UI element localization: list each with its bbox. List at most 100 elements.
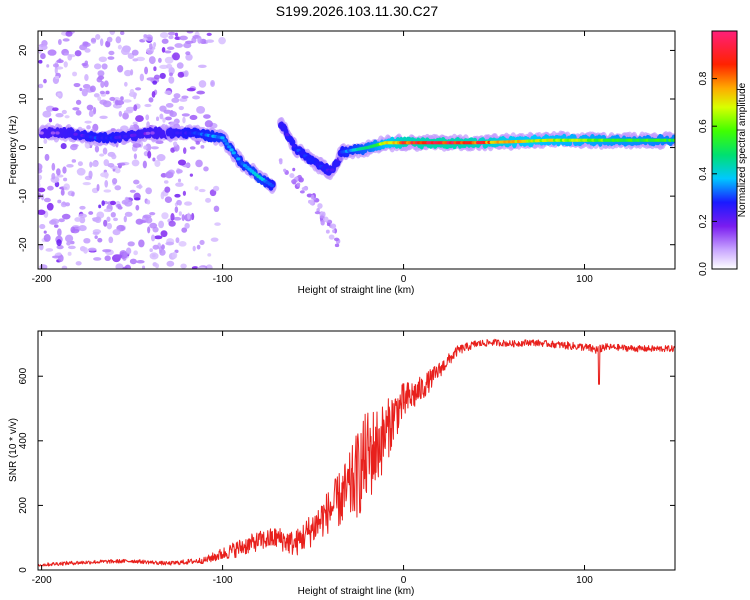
spectrogram-speckle	[194, 186, 199, 191]
figure-title: S199.2026.103.11.30.C27	[276, 3, 439, 19]
spectrogram-speckle	[63, 183, 70, 191]
spectrogram-speckle	[91, 161, 99, 167]
spectrogram-speckle	[149, 211, 156, 216]
spectrogram-speckle	[103, 159, 110, 167]
spectrogram-speckle	[83, 237, 91, 244]
colorbar-tick-label: 0.0	[698, 262, 709, 276]
spectrogram-speckle	[66, 163, 74, 168]
spectrogram-speckle	[163, 180, 169, 184]
spectrogram-speckle	[112, 229, 121, 236]
spectrogram-speckle	[109, 31, 116, 35]
spectrogram-speckle	[100, 80, 105, 88]
spectrogram-speckle	[64, 234, 74, 243]
spectrogram-speckle	[196, 244, 201, 250]
spectrogram-speckle	[47, 49, 57, 56]
spectrogram-speckle	[120, 31, 125, 36]
spectrogram-speckle	[169, 111, 177, 118]
spectrogram-speckle	[153, 66, 157, 72]
spectrogram-speckle	[161, 38, 169, 44]
spectrogram-speckle	[93, 93, 100, 98]
spectrogram-ridge-core	[233, 154, 239, 158]
spectrogram-speckle	[38, 167, 43, 174]
spectrogram-speckle	[62, 166, 67, 174]
spectrogram-speckle	[192, 95, 201, 100]
spectrogram-speckle	[72, 71, 78, 77]
spectrogram-speckle	[48, 118, 53, 123]
colorbar-gradient	[712, 31, 737, 269]
spectrogram-speckle	[152, 157, 156, 162]
spectrogram-speckle	[184, 40, 194, 44]
spectrogram-speckle	[67, 251, 72, 256]
spectrogram-ridge-core	[50, 131, 56, 135]
spectrogram-speckle	[152, 80, 158, 85]
spectrogram-speckle	[65, 31, 73, 37]
spectrogram-speckle	[177, 71, 185, 78]
spectrogram-speckle	[71, 143, 79, 148]
spectrogram-speckle	[63, 52, 70, 56]
spectrogram-speckle	[115, 36, 122, 44]
spectrogram-speckle	[218, 36, 226, 45]
spectrogram-speckle	[195, 159, 203, 168]
spectrogram-speckle	[51, 162, 56, 171]
spectrogram-speckle	[185, 51, 191, 56]
spectrogram-speckle	[138, 239, 145, 248]
spectrogram-speckle	[155, 116, 160, 122]
spectrogram-speckle	[204, 120, 213, 128]
spectrogram-x-axis: -200 -100 0 100	[32, 31, 593, 285]
spectrogram-speckle	[43, 78, 47, 84]
spectrogram-speckle	[99, 90, 106, 95]
spectrogram-speckle	[178, 106, 184, 111]
spectrogram-speckle	[142, 37, 148, 41]
snr-y-axis-title: SNR (10 * v/v)	[8, 418, 19, 482]
spectrogram-speckle	[57, 92, 61, 97]
spectrogram-speckle	[161, 212, 169, 220]
spectrogram-speckle	[83, 247, 88, 254]
spectrogram-ridge-core	[236, 157, 241, 161]
spectrogram-speckle	[163, 109, 172, 114]
spectrogram-speckle	[131, 49, 139, 56]
spectrogram-ridge-core	[291, 144, 297, 148]
spectrogram-x-tick-label: 0	[401, 274, 407, 285]
spectrogram-speckle	[91, 217, 101, 221]
spectrogram-speckle	[103, 219, 108, 227]
spectrogram-y-tick-label: 10	[18, 93, 29, 105]
spectrogram-speckle	[164, 196, 173, 204]
snr-panel: -200 -100 0 100 0 200 400 600 Height of straig…	[8, 330, 676, 597]
spectrogram-x-axis-title: Height of straight line (km)	[298, 285, 415, 296]
spectrogram-streak-blob	[310, 194, 315, 200]
spectrogram-speckle	[154, 235, 163, 240]
spectrogram-speckle	[196, 105, 206, 114]
spectrogram-speckle	[174, 206, 179, 214]
spectrogram-speckle	[76, 167, 86, 176]
spectrogram-speckle	[89, 161, 93, 168]
spectrogram-ridge-core	[123, 134, 128, 138]
spectrogram-y-tick-label: -10	[18, 188, 29, 203]
spectrogram-streak-blob	[326, 222, 331, 227]
spectrogram-speckle	[129, 258, 137, 265]
spectrogram-speckle	[150, 146, 159, 150]
spectrogram-speckle	[155, 140, 164, 145]
spectrogram-speckle	[79, 205, 86, 210]
spectrogram-streak-blob	[333, 237, 340, 242]
spectrogram-speckle	[151, 91, 156, 98]
spectrogram-speckle	[175, 32, 179, 37]
spectrogram-speckle	[146, 199, 151, 205]
spectrogram-speckle	[135, 204, 140, 211]
spectrogram-speckle	[136, 56, 146, 62]
spectrogram-speckle	[124, 264, 131, 269]
spectrogram-ridge-core	[229, 148, 234, 152]
spectrogram-speckle	[161, 47, 166, 53]
snr-y-axis: 0 200 400 600	[18, 367, 675, 573]
spectrogram-streak-blob	[332, 229, 336, 233]
spectrogram-speckle	[105, 90, 110, 95]
spectrogram-speckle	[143, 145, 148, 150]
spectrogram-speckle	[108, 236, 114, 244]
spectrogram-speckle	[181, 95, 189, 99]
spectrogram-streak-blob	[314, 211, 321, 215]
spectrogram-speckle	[67, 53, 73, 61]
spectrogram-speckle	[186, 31, 194, 34]
spectrogram-speckle	[187, 212, 191, 220]
spectrogram-speckle	[133, 153, 137, 160]
spectrogram-speckle	[197, 64, 207, 69]
